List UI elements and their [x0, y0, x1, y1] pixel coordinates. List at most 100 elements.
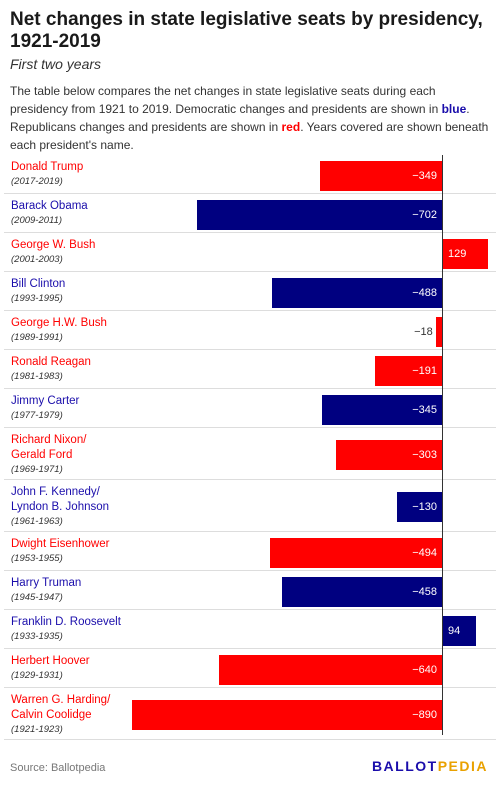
source-note: Source: Ballotpedia: [10, 762, 106, 774]
row-divider: [4, 310, 496, 311]
president-name: Warren G. Harding/Calvin Coolidge: [11, 693, 110, 723]
chart-subtitle: First two years: [10, 56, 102, 72]
description-text-3: . Years covered are shown beneath each p…: [10, 120, 489, 152]
row-divider: [4, 531, 496, 532]
presidency-row: Barack Obama (2009-2011) −702: [0, 194, 500, 233]
row-divider: [4, 232, 496, 233]
president-name-line: Harry Truman: [11, 577, 82, 589]
president-name: Dwight Eisenhower: [11, 537, 109, 552]
row-divider: [4, 388, 496, 389]
row-divider: [4, 739, 496, 740]
presidency-row: Richard Nixon/Gerald Ford (1969-1971) −303: [0, 428, 500, 480]
presidency-row: Warren G. Harding/Calvin Coolidge (1921-1…: [0, 688, 500, 740]
president-name: Bill Clinton: [11, 277, 65, 292]
chart-title: Net changes in state legislative seats b…: [10, 9, 483, 52]
bar: [269, 538, 442, 568]
presidency-years: (2009-2011): [11, 215, 63, 226]
value-label: −345: [412, 404, 437, 416]
presidency-years: (1921-1923): [11, 724, 63, 735]
president-name-line: Donald Trump: [11, 161, 84, 173]
president-name-line: Bill Clinton: [11, 278, 66, 290]
row-divider: [4, 648, 496, 649]
presidency-years: (1989-1991): [11, 332, 63, 343]
presidency-years: (1945-1947): [11, 592, 63, 603]
bar: [218, 655, 442, 685]
presidency-years: (1981-1983): [11, 371, 63, 382]
description-text-2: . Republicans changes and presidents are…: [10, 102, 470, 134]
value-label: 94: [448, 625, 461, 637]
presidency-row: Franklin D. Roosevelt (1933-1935) 94: [0, 610, 500, 649]
presidency-row: Bill Clinton (1993-1995) −488: [0, 272, 500, 311]
presidency-row: George W. Bush (2001-2003) 129: [0, 233, 500, 272]
logo-text-ballot: BALLOT: [371, 758, 438, 774]
value-label: −191: [412, 365, 437, 377]
bar: [435, 317, 442, 347]
president-name-line: Jimmy Carter: [11, 395, 80, 407]
presidency-years: (1953-1955): [11, 553, 63, 564]
row-divider: [4, 427, 496, 428]
presidency-years: (1993-1995): [11, 293, 63, 304]
president-name-line: Dwight Eisenhower: [11, 538, 110, 550]
value-label: −130: [412, 501, 437, 513]
presidency-years: (1969-1971): [11, 464, 63, 475]
president-name-line: Franklin D. Roosevelt: [11, 616, 121, 628]
presidency-years: (2001-2003): [11, 254, 63, 265]
bar: [282, 577, 442, 607]
president-name: Herbert Hoover: [11, 654, 90, 669]
bar: [271, 278, 442, 308]
ballotpedia-logo[interactable]: BALLOTPEDIA: [372, 758, 488, 774]
bar: [375, 356, 442, 386]
president-name-line: Barack Obama: [11, 200, 88, 212]
president-name-line: Gerald Ford: [11, 449, 73, 461]
bar-chart: Donald Trump (2017-2019) −349 Barack Obama (…: [0, 155, 500, 745]
president-name: John F. Kennedy/Lyndon B. Johnson: [11, 485, 109, 515]
bar: [443, 616, 476, 646]
value-label: −640: [412, 664, 437, 676]
president-name-line: John F. Kennedy/: [11, 486, 100, 498]
presidency-row: Ronald Reagan (1981-1983) −191: [0, 350, 500, 389]
value-label: −349: [412, 170, 437, 182]
president-name-line: Richard Nixon/: [11, 434, 87, 446]
row-divider: [4, 271, 496, 272]
row-divider: [4, 570, 496, 571]
value-label: −458: [412, 586, 437, 598]
bar: [131, 700, 442, 730]
president-name: George W. Bush: [11, 238, 95, 253]
president-name-line: Calvin Coolidge: [11, 709, 92, 721]
chart-description: The table below compares the net changes…: [10, 82, 494, 154]
president-name-line: Ronald Reagan: [11, 356, 91, 368]
row-divider: [4, 479, 496, 480]
value-label: −18: [414, 326, 433, 338]
bar: [320, 161, 442, 191]
presidency-row: Donald Trump (2017-2019) −349: [0, 155, 500, 194]
bar: [197, 200, 442, 230]
president-name-line: Herbert Hoover: [11, 655, 90, 667]
president-name: Donald Trump: [11, 160, 83, 175]
row-divider: [4, 349, 496, 350]
value-label: −702: [412, 209, 437, 221]
president-name: Franklin D. Roosevelt: [11, 615, 121, 630]
description-keyword-red: red: [281, 120, 301, 134]
president-name: Jimmy Carter: [11, 394, 79, 409]
logo-text-pedia: PEDIA: [437, 758, 488, 774]
president-name: Richard Nixon/Gerald Ford: [11, 433, 86, 463]
value-label: −494: [412, 547, 437, 559]
president-name: Ronald Reagan: [11, 355, 91, 370]
president-name-line: George H.W. Bush: [11, 317, 107, 329]
presidency-row: Harry Truman (1945-1947) −458: [0, 571, 500, 610]
value-label: −890: [412, 709, 437, 721]
president-name: Harry Truman: [11, 576, 81, 591]
presidency-years: (1961-1963): [11, 516, 63, 527]
bar: [336, 440, 442, 470]
bar: [396, 492, 442, 522]
presidency-years: (1929-1931): [11, 670, 63, 681]
presidency-years: (1977-1979): [11, 410, 63, 421]
presidency-row: Herbert Hoover (1929-1931) −640: [0, 649, 500, 688]
presidency-years: (2017-2019): [11, 176, 63, 187]
row-divider: [4, 687, 496, 688]
bar: [443, 239, 488, 269]
presidency-years: (1933-1935): [11, 631, 63, 642]
presidency-row: Dwight Eisenhower (1953-1955) −494: [0, 532, 500, 571]
presidency-row: George H.W. Bush (1989-1991) −18: [0, 311, 500, 350]
value-label: −488: [412, 287, 437, 299]
